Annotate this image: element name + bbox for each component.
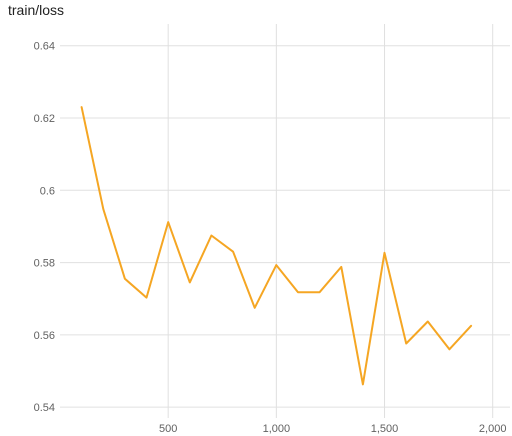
grid bbox=[60, 24, 510, 418]
y-tick-label: 0.56 bbox=[34, 330, 55, 342]
chart-title: train/loss bbox=[8, 2, 65, 18]
x-tick-label: 500 bbox=[159, 423, 177, 435]
x-axis-labels: 500 1,000 1,500 2,000 bbox=[159, 423, 506, 435]
y-tick-label: 0.58 bbox=[34, 258, 55, 270]
y-tick-label: 0.54 bbox=[34, 402, 55, 414]
series-line bbox=[80, 106, 473, 386]
y-axis-labels: 0.54 0.56 0.58 0.6 0.62 0.64 bbox=[34, 41, 55, 414]
x-tick-label: 2,000 bbox=[479, 423, 507, 435]
series-lines bbox=[80, 106, 473, 386]
y-tick-label: 0.62 bbox=[34, 113, 55, 125]
y-tick-label: 0.6 bbox=[40, 185, 55, 197]
x-tick-label: 1,500 bbox=[371, 423, 399, 435]
y-tick-label: 0.64 bbox=[34, 41, 55, 53]
x-tick-label: 1,000 bbox=[263, 423, 291, 435]
